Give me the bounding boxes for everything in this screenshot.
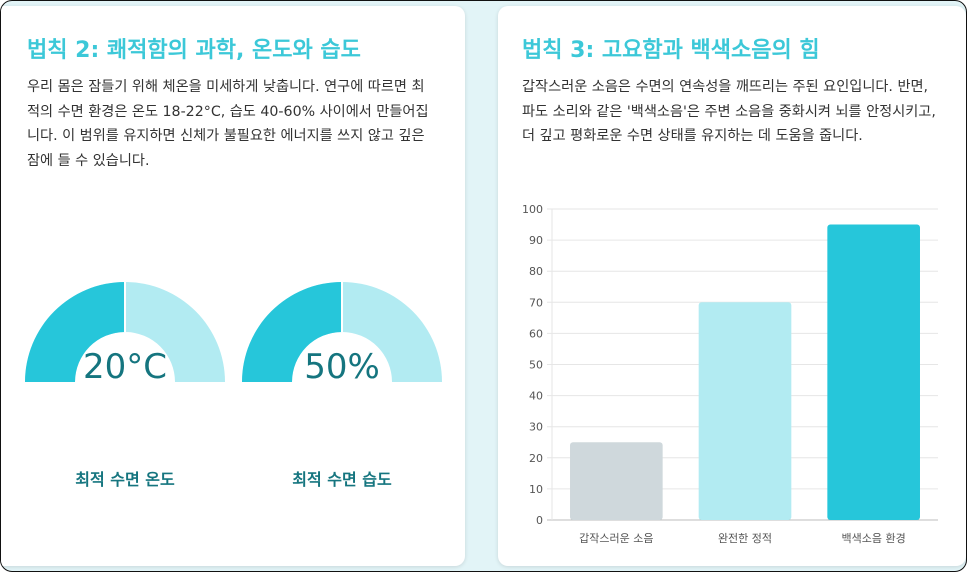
temperature-value: 20°C — [82, 347, 167, 387]
bar — [570, 442, 663, 520]
y-tick-label: 70 — [529, 296, 543, 309]
y-tick-label: 0 — [536, 514, 543, 527]
law2-description: 우리 몸은 잠들기 위해 체온을 미세하게 낮춥니다. 연구에 따르면 최적의 … — [27, 79, 429, 169]
law2-title: 법칙 2: 쾌적함의 과학, 온도와 습도 — [27, 38, 361, 63]
noise-bar-chart: 0 10 20 30 40 50 60 70 80 90 100 갑작스러운 소음 완전한 정적 백색소음… — [522, 203, 938, 545]
x-tick-label: 백색소음 환경 — [842, 532, 906, 545]
x-tick-label: 갑작스러운 소음 — [579, 532, 653, 545]
law3-card: 법칙 3: 고요함과 백색소음의 힘 갑작스러운 소음은 수면의 연속성을 깨뜨… — [498, 6, 966, 566]
humidity-gauge: 50% — [242, 282, 442, 387]
y-tick-label: 50 — [529, 359, 543, 372]
law3-title: 법칙 3: 고요함과 백색소음의 힘 — [522, 38, 820, 63]
humidity-label: 최적 수면 습도 — [292, 470, 392, 489]
law3-description: 갑작스러운 소음은 수면의 연속성을 깨뜨리는 주된 요인입니다. 반면, 파도… — [522, 79, 936, 144]
y-tick-label: 100 — [522, 203, 543, 216]
temperature-label: 최적 수면 온도 — [75, 470, 175, 489]
y-tick-label: 60 — [529, 327, 543, 340]
temperature-gauge-arc — [25, 282, 225, 382]
x-tick-label: 완전한 정적 — [718, 532, 772, 545]
humidity-gauge-arc — [242, 282, 442, 382]
humidity-value: 50% — [304, 347, 380, 387]
y-tick-label: 20 — [529, 452, 543, 465]
bar — [827, 224, 920, 521]
y-tick-label: 80 — [529, 265, 543, 278]
y-tick-label: 90 — [529, 234, 543, 247]
bar — [698, 302, 792, 520]
law2-card: 법칙 2: 쾌적함의 과학, 온도와 습도 우리 몸은 잠들기 위해 체온을 미… — [1, 6, 465, 566]
y-tick-label: 40 — [529, 390, 543, 403]
temperature-gauge: 20°C — [25, 282, 225, 387]
y-tick-label: 30 — [529, 421, 543, 434]
y-tick-label: 10 — [529, 483, 543, 496]
gauge-fill — [25, 282, 125, 382]
gauge-fill — [242, 282, 342, 382]
